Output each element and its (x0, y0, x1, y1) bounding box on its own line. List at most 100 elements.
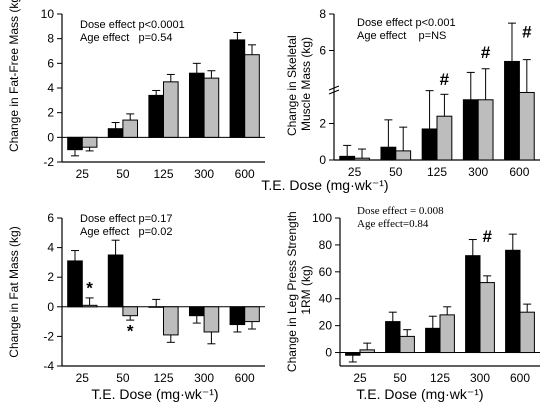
y-tick-label: 2 (47, 106, 54, 120)
bar (81, 136, 98, 148)
y-axis-label: Change in Fat-Free Mass (kg) (7, 0, 21, 152)
significance-marker: # (482, 227, 492, 246)
bar (421, 128, 438, 161)
bar (477, 99, 494, 161)
annotation-age-effect: Age effect p=NS (357, 30, 446, 42)
bar (107, 254, 124, 308)
bar (122, 306, 139, 317)
bar (385, 321, 401, 354)
significance-marker: # (440, 70, 450, 89)
bar (163, 306, 179, 336)
x-tick-label: 600 (510, 371, 530, 385)
x-axis-title-right-bottom: T.E. Dose (mg·wk⁻¹) (356, 386, 483, 402)
bar (81, 304, 98, 308)
chart-skeletal-muscle-mass: Change in Skeletal Muscle Mass (kg) Dose… (285, 7, 540, 179)
bar (462, 99, 479, 161)
x-tick-label: 300 (194, 167, 214, 181)
bar (148, 306, 165, 308)
bar (203, 77, 220, 138)
x-tick-label: 600 (235, 167, 255, 181)
y-axis-label: Change in Leg Press Strength 1RM (kg) (285, 208, 313, 372)
x-tick-label: 50 (116, 167, 130, 181)
bar (399, 335, 415, 354)
x-tick-label: 25 (76, 167, 90, 181)
y-tick-label: 0 (47, 130, 54, 144)
x-tick-label: 300 (194, 371, 214, 385)
y-tick-label: 0 (319, 153, 326, 167)
y-tick-label: 10 (41, 7, 55, 21)
chart-leg-press-strength: Change in Leg Press Strength 1RM (kg) Do… (285, 205, 540, 385)
y-axis-label-line2: 1RM (kg) (299, 265, 313, 314)
bar (188, 306, 205, 317)
y-tick-label: 100 (312, 211, 332, 225)
x-tick-label: 125 (430, 371, 450, 385)
bar (244, 306, 260, 323)
bar (479, 282, 495, 354)
bar (122, 119, 139, 138)
x-tick-label: 50 (389, 165, 403, 179)
bar (229, 39, 246, 138)
bar (203, 306, 220, 333)
bar (339, 155, 356, 161)
x-tick-label: 25 (76, 371, 90, 385)
annotation-dose-effect: Dose effect p=0.17 (80, 213, 172, 225)
bar (505, 249, 521, 354)
y-tick-label: 4 (47, 241, 54, 255)
annotation-dose-effect: Dose effect p<0.0001 (80, 19, 185, 31)
x-tick-label: 25 (353, 371, 367, 385)
y-tick-label: -2 (43, 329, 54, 343)
annotation-age-effect: Age effect p=0.54 (80, 32, 172, 44)
x-tick-label: 50 (116, 371, 130, 385)
annotation-age-effect: Age effect=0.84 (357, 218, 429, 230)
y-tick-label: 8 (47, 32, 54, 46)
y-tick-label: 6 (319, 44, 326, 58)
bar (465, 255, 481, 354)
bar (380, 146, 397, 161)
x-tick-label: 50 (393, 371, 407, 385)
bar (345, 352, 361, 356)
bar (107, 128, 124, 138)
annotation-dose-effect: Dose effect p<0.001 (357, 17, 456, 29)
y-tick-label: 0 (325, 346, 332, 360)
bar (67, 260, 83, 308)
bar (354, 157, 370, 161)
y-tick-label: 40 (319, 292, 333, 306)
x-tick-label: 300 (470, 371, 490, 385)
y-tick-label: 2 (47, 270, 54, 284)
axis-break-mark (328, 89, 340, 95)
bar (163, 81, 179, 138)
significance-marker: # (481, 43, 491, 62)
bar (229, 306, 246, 326)
y-tick-label: 60 (319, 265, 333, 279)
x-tick-label: 125 (153, 371, 173, 385)
x-tick-label: 300 (468, 165, 488, 179)
y-axis-label-line1: Change in Skeletal (285, 35, 299, 136)
x-tick-label: 25 (348, 165, 362, 179)
bar (148, 94, 165, 138)
chart-fat-mass: Change in Fat Mass (kg) Dose effect p=0.… (7, 211, 265, 385)
y-tick-label: 80 (319, 238, 333, 252)
x-tick-label: 600 (509, 165, 529, 179)
annotation-age-effect: Age effect p=0.02 (80, 226, 172, 238)
x-axis-title-top: T.E. Dose (mg·wk⁻¹) (261, 177, 388, 193)
y-tick-label: 2 (319, 117, 326, 131)
annotation-dose-effect: Dose effect = 0.008 (357, 205, 444, 217)
bar (359, 349, 375, 354)
y-axis-label-line1: Change in Leg Press Strength (285, 211, 299, 372)
chart-fat-free-mass: Change in Fat-Free Mass (kg) Dose effect… (7, 0, 265, 181)
y-tick-label: -4 (43, 359, 54, 373)
bar (67, 136, 83, 151)
y-axis-label-line2: Muscle Mass (kg) (299, 37, 313, 131)
y-tick-label: 8 (319, 7, 326, 21)
bar (425, 327, 441, 354)
y-tick-label: 0 (47, 300, 54, 314)
x-tick-label: 125 (153, 167, 173, 181)
y-axis-label: Change in Fat Mass (kg) (7, 226, 21, 357)
y-axis-label: Change in Skeletal Muscle Mass (kg) (285, 32, 313, 136)
axis-break-mark (328, 85, 340, 91)
y-tick-label: 6 (47, 211, 54, 225)
significance-marker: * (86, 278, 93, 297)
bar (436, 115, 453, 161)
y-tick-label: 20 (319, 319, 333, 333)
